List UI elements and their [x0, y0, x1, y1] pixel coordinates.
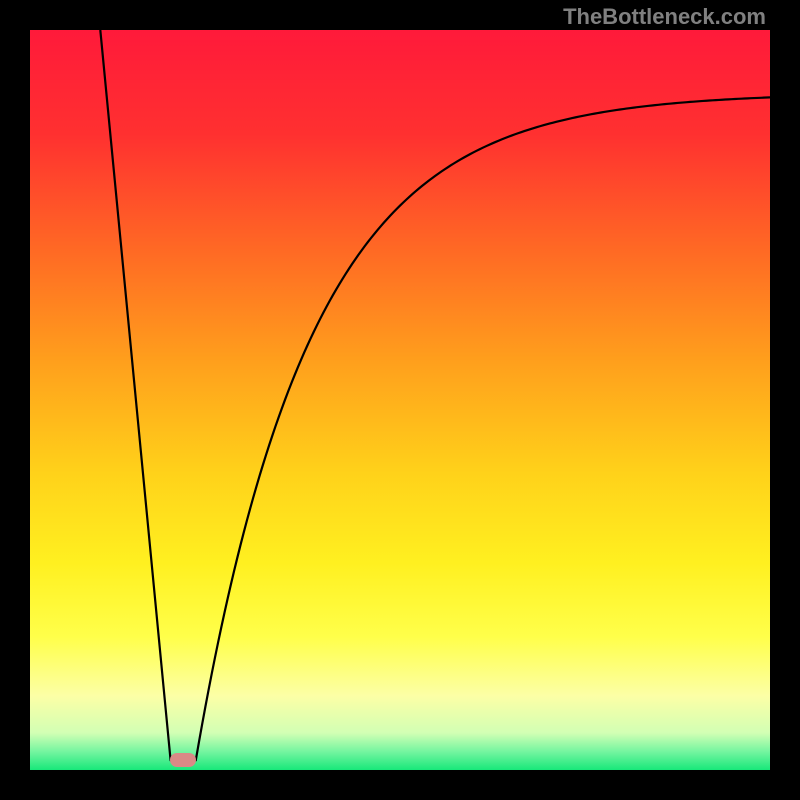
plot-area	[30, 30, 770, 770]
chart-frame: TheBottleneck.com	[0, 0, 800, 800]
minimum-marker	[170, 753, 196, 767]
watermark-text: TheBottleneck.com	[563, 4, 766, 30]
